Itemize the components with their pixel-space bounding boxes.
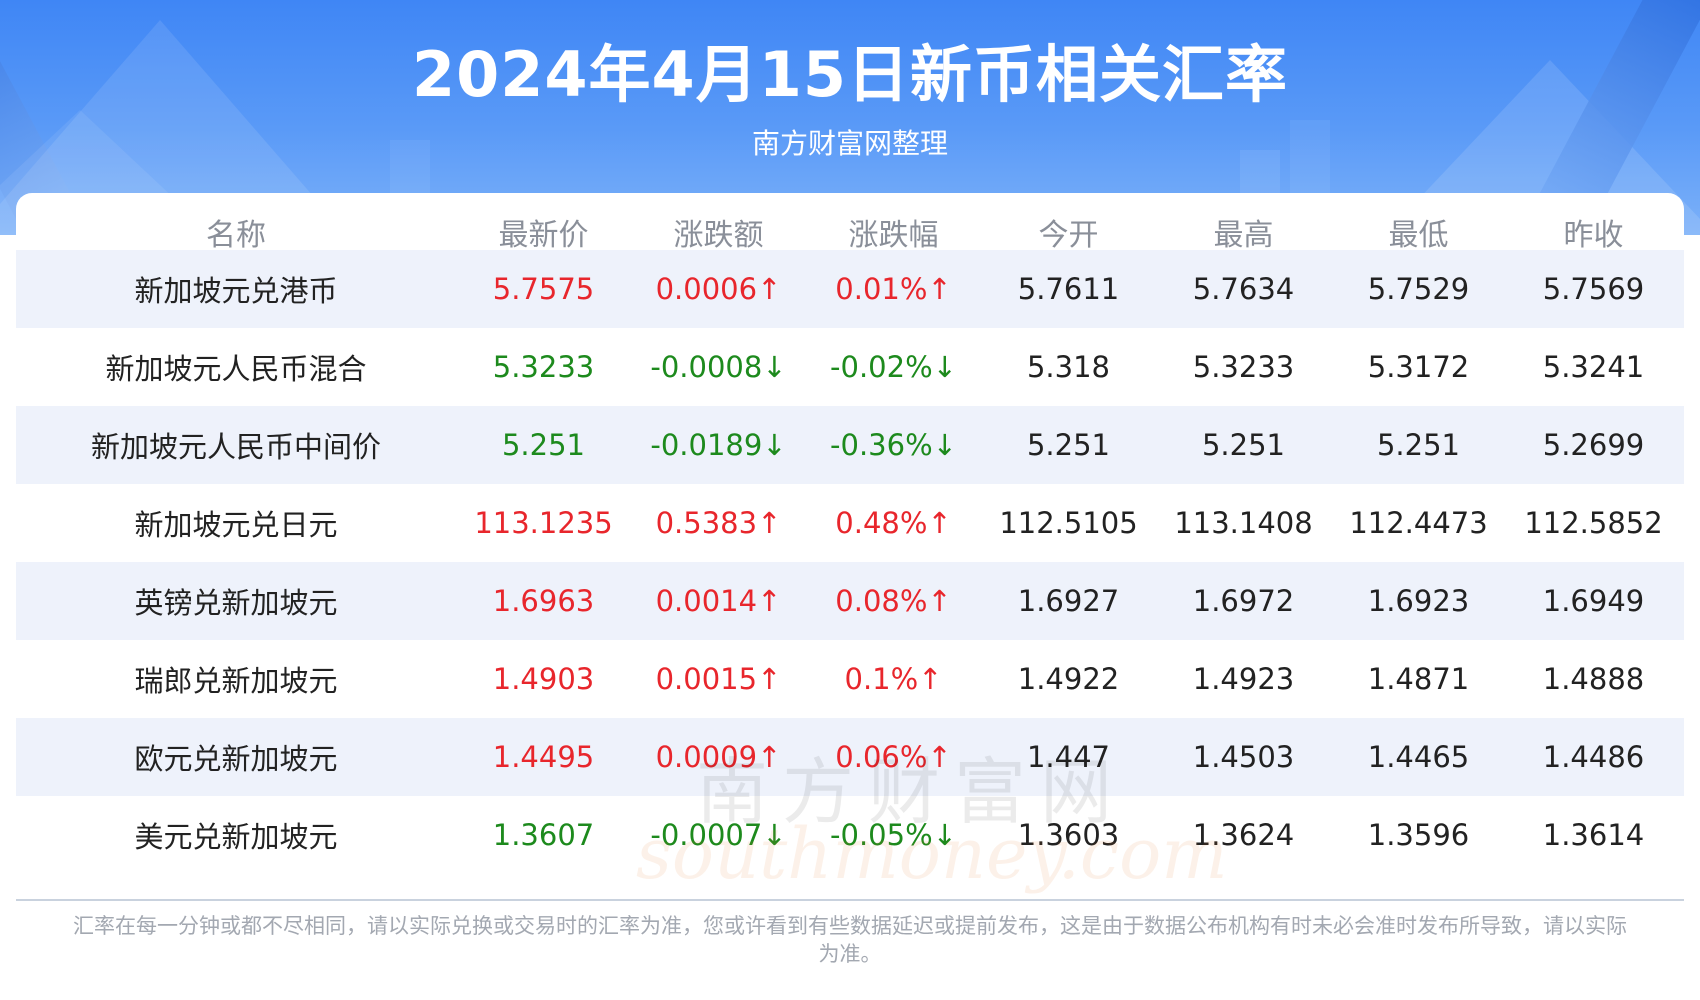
cell-prev: 5.3241 bbox=[1542, 350, 1645, 384]
table-row: 新加坡元人民币中间价 5.251 -0.0189↓ -0.36%↓ 5.251 5.251… bbox=[16, 406, 1684, 484]
column-header-low: 最低 bbox=[1388, 218, 1449, 253]
cell-high: 1.4503 bbox=[1192, 740, 1295, 774]
cell-pct: -0.05%↓ bbox=[830, 818, 957, 852]
column-header-open: 今开 bbox=[1038, 218, 1099, 253]
cell-open: 1.447 bbox=[1026, 740, 1111, 774]
cell-high: 5.251 bbox=[1201, 428, 1286, 462]
cell-open: 1.4922 bbox=[1017, 662, 1120, 696]
cell-open: 5.318 bbox=[1026, 350, 1111, 384]
table-row: 新加坡元兑港币 5.7575 0.0006↑ 0.01%↑ 5.7611 5.7634 5.… bbox=[16, 250, 1684, 328]
cell-high: 5.7634 bbox=[1192, 272, 1295, 306]
cell-low: 1.3596 bbox=[1367, 818, 1470, 852]
cell-change: -0.0007↓ bbox=[650, 818, 787, 852]
cell-low: 1.6923 bbox=[1367, 584, 1470, 618]
cell-name: 新加坡元兑日元 bbox=[134, 508, 338, 542]
cell-prev: 1.3614 bbox=[1542, 818, 1645, 852]
footnote-disclaimer: 汇率在每一分钟或都不尽相同，请以实际兑换或交易时的汇率为准，您或许看到有些数据延… bbox=[73, 914, 1627, 966]
cell-change: 0.0006↑ bbox=[655, 272, 782, 306]
cell-low: 1.4465 bbox=[1367, 740, 1470, 774]
cell-high: 113.1408 bbox=[1174, 506, 1313, 540]
cell-low: 5.7529 bbox=[1367, 272, 1470, 306]
cell-latest: 1.3607 bbox=[492, 818, 595, 852]
cell-high: 1.4923 bbox=[1192, 662, 1295, 696]
rates-table: 名称 最新价 涨跌额 涨跌幅 今开 最高 最低 昨收 新加坡元兑港币 5.7575… bbox=[16, 193, 1684, 901]
cell-latest: 5.251 bbox=[501, 428, 586, 462]
table-row: 瑞郎兑新加坡元 1.4903 0.0015↑ 0.1%↑ 1.4922 1.4923 1.4… bbox=[16, 640, 1684, 718]
page-title: 2024年4月15日新币相关汇率 bbox=[412, 38, 1288, 111]
cell-low: 5.3172 bbox=[1367, 350, 1470, 384]
cell-open: 5.7611 bbox=[1017, 272, 1120, 306]
cell-latest: 5.7575 bbox=[492, 272, 595, 306]
cell-pct: -0.36%↓ bbox=[830, 428, 957, 462]
cell-pct: 0.1%↑ bbox=[844, 662, 943, 696]
column-header-pct: 涨跌幅 bbox=[848, 218, 939, 253]
cell-name: 新加坡元人民币中间价 bbox=[90, 430, 381, 464]
cell-high: 5.3233 bbox=[1192, 350, 1295, 384]
table-row: 新加坡元人民币混合 5.3233 -0.0008↓ -0.02%↓ 5.318 5.323… bbox=[16, 328, 1684, 406]
cell-change: -0.0008↓ bbox=[650, 350, 787, 384]
cell-low: 1.4871 bbox=[1367, 662, 1470, 696]
column-header-prev: 昨收 bbox=[1563, 218, 1624, 253]
cell-name: 英镑兑新加坡元 bbox=[134, 586, 338, 620]
cell-name: 新加坡元人民币混合 bbox=[105, 352, 367, 386]
table-row: 欧元兑新加坡元 1.4495 0.0009↑ 0.06%↑ 1.447 1.4503 1.4… bbox=[16, 718, 1684, 796]
column-header-high: 最高 bbox=[1213, 218, 1274, 253]
cell-pct: 0.01%↑ bbox=[835, 272, 952, 306]
cell-name: 新加坡元兑港币 bbox=[134, 274, 338, 308]
cell-change: -0.0189↓ bbox=[650, 428, 787, 462]
cell-low: 5.251 bbox=[1376, 428, 1461, 462]
cell-open: 112.5105 bbox=[999, 506, 1138, 540]
cell-pct: -0.02%↓ bbox=[830, 350, 957, 384]
cell-name: 美元兑新加坡元 bbox=[134, 820, 338, 854]
cell-latest: 113.1235 bbox=[474, 506, 613, 540]
cell-high: 1.6972 bbox=[1192, 584, 1295, 618]
cell-name: 瑞郎兑新加坡元 bbox=[134, 664, 338, 698]
cell-change: 0.5383↑ bbox=[655, 506, 782, 540]
cell-open: 1.3603 bbox=[1017, 818, 1120, 852]
cell-prev: 1.4486 bbox=[1542, 740, 1645, 774]
column-header-latest: 最新价 bbox=[498, 218, 589, 253]
cell-latest: 1.6963 bbox=[492, 584, 595, 618]
column-header-name: 名称 bbox=[206, 218, 266, 253]
cell-prev: 1.6949 bbox=[1542, 584, 1645, 618]
table-row: 美元兑新加坡元 1.3607 -0.0007↓ -0.05%↓ 1.3603 1.3624… bbox=[16, 796, 1684, 874]
cell-high: 1.3624 bbox=[1192, 818, 1295, 852]
cell-pct: 0.08%↑ bbox=[835, 584, 952, 618]
page-subtitle: 南方财富网整理 bbox=[751, 127, 948, 160]
cell-change: 0.0015↑ bbox=[655, 662, 782, 696]
cell-open: 5.251 bbox=[1026, 428, 1111, 462]
cell-pct: 0.06%↑ bbox=[835, 740, 952, 774]
table-row: 新加坡元兑日元 113.1235 0.5383↑ 0.48%↑ 112.5105 113.… bbox=[16, 484, 1684, 562]
cell-latest: 1.4903 bbox=[492, 662, 595, 696]
cell-low: 112.4473 bbox=[1349, 506, 1488, 540]
cell-pct: 0.48%↑ bbox=[835, 506, 952, 540]
cell-prev: 112.5852 bbox=[1524, 506, 1663, 540]
table-header-row: 名称 最新价 涨跌额 涨跌幅 今开 最高 最低 昨收 bbox=[16, 193, 1684, 271]
cell-change: 0.0009↑ bbox=[655, 740, 782, 774]
cell-name: 欧元兑新加坡元 bbox=[134, 742, 338, 776]
cell-change: 0.0014↑ bbox=[655, 584, 782, 618]
cell-latest: 1.4495 bbox=[492, 740, 595, 774]
cell-prev: 5.7569 bbox=[1542, 272, 1645, 306]
cell-latest: 5.3233 bbox=[492, 350, 595, 384]
cell-open: 1.6927 bbox=[1017, 584, 1120, 618]
table-row: 英镑兑新加坡元 1.6963 0.0014↑ 0.08%↑ 1.6927 1.6972 1.… bbox=[16, 562, 1684, 640]
column-header-change: 涨跌额 bbox=[673, 218, 764, 253]
cell-prev: 1.4888 bbox=[1542, 662, 1645, 696]
cell-prev: 5.2699 bbox=[1542, 428, 1645, 462]
